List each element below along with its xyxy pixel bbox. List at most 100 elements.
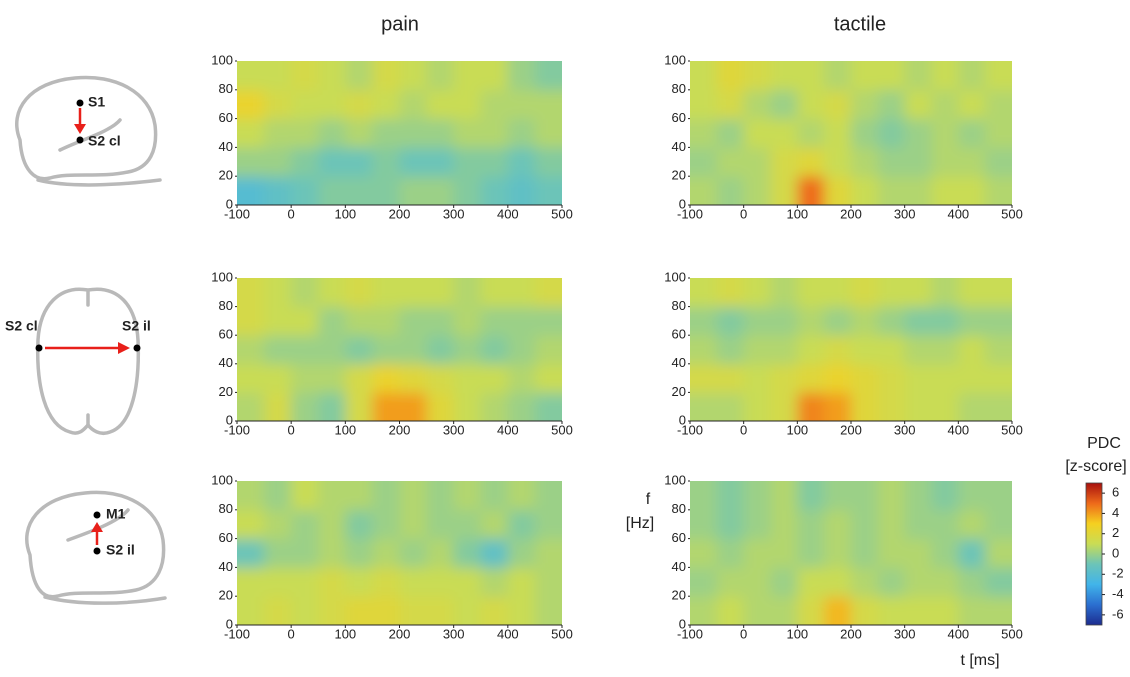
heatmap-cell	[904, 392, 932, 421]
heatmap-cell	[851, 392, 879, 421]
y-tick-label: 100	[211, 52, 233, 67]
heatmap-cell	[851, 61, 879, 91]
heatmap-cell	[797, 363, 825, 393]
heatmap-cell	[372, 147, 400, 177]
heatmap-cell	[931, 481, 959, 511]
heatmap-cell	[534, 509, 562, 540]
heatmap-cell	[743, 596, 771, 625]
x-tick-label: 0	[288, 206, 295, 221]
x-tick-label: -100	[677, 206, 703, 221]
y-tick-label: 0	[679, 412, 686, 427]
heatmap-cell	[534, 538, 562, 568]
x-tick-label: 500	[551, 206, 573, 221]
heatmap-cell	[797, 538, 825, 568]
heatmap-cell	[237, 176, 265, 205]
x-tick-label: 300	[894, 206, 916, 221]
heatmap-cell	[480, 118, 509, 148]
heatmap-cell	[318, 118, 346, 148]
heatmap-cell	[480, 335, 509, 365]
x-tick-label: 500	[551, 422, 573, 437]
heatmap-cell	[426, 61, 455, 91]
heatmap-cell	[716, 89, 745, 120]
heatmap-cell	[480, 538, 509, 568]
heatmap-cell	[851, 118, 879, 148]
heatmap-cell	[345, 306, 373, 336]
heatmap	[690, 61, 1012, 205]
heatmap-cell	[399, 335, 428, 365]
heatmap-cell	[877, 392, 906, 421]
heatmap-cell	[716, 538, 745, 568]
heatmap-cell	[931, 306, 959, 336]
y-tick-label: 100	[664, 472, 686, 487]
heatmap-cell	[958, 567, 986, 597]
colorbar-subtitle: [z-score]	[1065, 458, 1126, 475]
heatmap-cell	[453, 89, 482, 120]
heatmap-cell	[318, 278, 346, 308]
heatmap-cell	[904, 118, 932, 148]
y-tick-label: 20	[219, 384, 233, 399]
heatmap-cell	[480, 567, 509, 597]
heatmap-cell	[690, 567, 718, 597]
heatmap-cell	[480, 147, 509, 177]
y-tick-label: 80	[672, 298, 686, 313]
heatmap-cell	[797, 61, 825, 91]
heatmap-cell	[291, 147, 319, 177]
heatmap-cell	[824, 481, 852, 511]
x-tick-label: 400	[497, 422, 519, 437]
heatmap-cell	[690, 596, 718, 625]
heatmap-cell	[690, 118, 718, 148]
colorbar-tick-label: -2	[1112, 566, 1124, 581]
heatmap-cell	[237, 481, 265, 511]
x-tick-label: 200	[389, 422, 411, 437]
heatmap-cell	[345, 363, 373, 393]
heatmap-cell	[797, 509, 825, 540]
y-tick-label: 60	[219, 110, 233, 125]
heatmap-cell	[507, 392, 536, 421]
heatmap-cell	[904, 147, 932, 177]
heatmap-cell	[958, 335, 986, 365]
x-tick-label: 200	[389, 626, 411, 641]
heatmap-cell	[534, 61, 562, 91]
x-tick-label: 100	[334, 626, 356, 641]
heatmap-cell	[690, 363, 718, 393]
heatmap-cell	[345, 481, 373, 511]
heatmap-cell	[426, 596, 455, 625]
heatmap-cell	[372, 306, 400, 336]
heatmap-cell	[797, 176, 825, 205]
heatmap-cell	[985, 363, 1012, 393]
heatmap-cell	[453, 147, 482, 177]
heatmap-cells	[237, 61, 562, 205]
heatmap-cell	[904, 567, 932, 597]
heatmap-cell	[318, 538, 346, 568]
heatmap-cell	[237, 118, 265, 148]
heatmap-cell	[824, 278, 852, 308]
heatmap-cell	[824, 596, 852, 625]
heatmap-cell	[690, 176, 718, 205]
y-tick-label: 40	[219, 355, 233, 370]
y-tick-label: 40	[219, 139, 233, 154]
heatmap-cell	[851, 335, 879, 365]
heatmap-cell	[264, 118, 292, 148]
heatmap-cell	[931, 538, 959, 568]
heatmap-cell	[690, 538, 718, 568]
x-tick-label: 500	[1001, 422, 1023, 437]
y-tick-label: 80	[219, 298, 233, 313]
node-label: S1	[88, 94, 105, 110]
heatmap-cell	[851, 89, 879, 120]
heatmap-cell	[426, 278, 455, 308]
column-title: tactile	[834, 13, 886, 35]
heatmap-cell	[716, 118, 745, 148]
heatmap-cells	[690, 278, 1012, 421]
node-label: S2 il	[122, 318, 151, 334]
heatmap-cell	[851, 363, 879, 393]
heatmap-cell	[534, 89, 562, 120]
heatmap-cell	[770, 306, 798, 336]
heatmap	[237, 61, 562, 205]
heatmap-cell	[931, 509, 959, 540]
heatmap-cell	[237, 509, 265, 540]
heatmap-cell	[743, 306, 771, 336]
x-tick-label: 400	[497, 626, 519, 641]
heatmap-cell	[318, 392, 346, 421]
heatmap-cell	[877, 596, 906, 625]
heatmap-cell	[877, 335, 906, 365]
